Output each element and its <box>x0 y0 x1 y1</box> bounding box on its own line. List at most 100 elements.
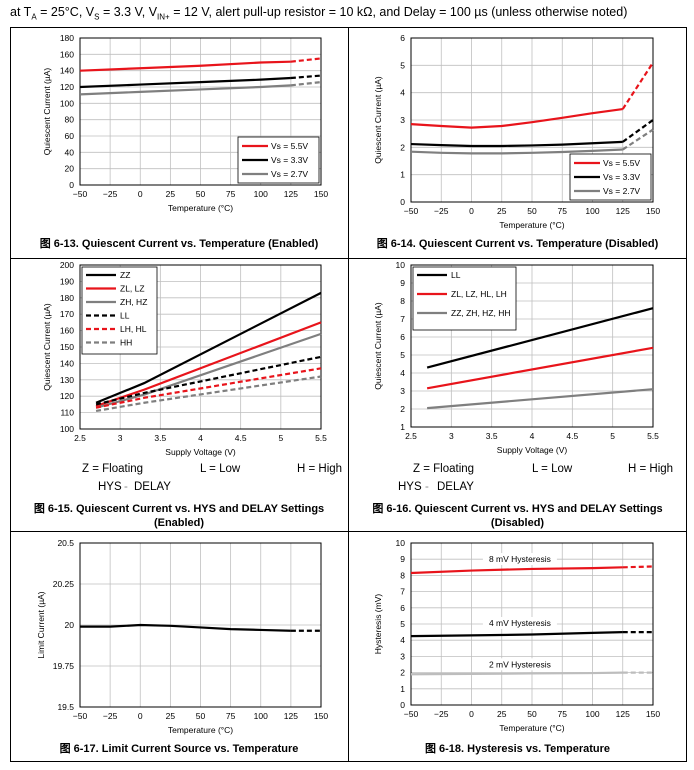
y-tick-label: 10 <box>396 538 406 548</box>
caption-6-14: 图 6-14. Quiescent Current vs. Temperatur… <box>376 238 659 250</box>
caption-6-16-line2: (Disabled) <box>490 517 545 529</box>
x-tick-label: −50 <box>404 206 419 216</box>
legend-box <box>81 266 158 355</box>
y-tick-label: 160 <box>60 49 74 59</box>
series-label: 8 mV Hysteresis <box>489 554 551 564</box>
series-label-bg <box>482 617 557 629</box>
legend-label: ZZ <box>120 270 130 280</box>
x-tick-label: 5.5 <box>315 433 327 443</box>
key-hys: HYS <box>398 481 422 493</box>
x-tick-label: −50 <box>73 711 88 721</box>
y-tick-label: 9 <box>400 554 405 564</box>
y-axis-title: Limit Current (µA) <box>36 591 46 658</box>
x-axis-title: Supply Voltage (V) <box>497 445 568 455</box>
x-tick-label: 25 <box>497 206 507 216</box>
x-tick-label: 25 <box>497 709 507 719</box>
y-tick-label: 20 <box>65 620 75 630</box>
x-tick-label: 150 <box>646 709 660 719</box>
grid-divider <box>348 27 349 762</box>
y-axis-title: Hysteresis (mV) <box>373 594 383 655</box>
y-tick-label: 5 <box>400 619 405 629</box>
series-line-extrapolated <box>622 128 654 151</box>
x-tick-label: 100 <box>585 709 599 719</box>
series-label-bg <box>482 658 557 671</box>
series-line-extrapolated <box>290 81 322 87</box>
y-tick-label: 20.25 <box>53 579 75 589</box>
y-tick-label: 2 <box>400 404 405 414</box>
series-line <box>95 375 322 413</box>
x-axis-title: Temperature (°C) <box>499 220 564 230</box>
x-tick-label: 4 <box>198 433 203 443</box>
x-tick-label: 2.5 <box>74 433 86 443</box>
x-tick-label: 5 <box>278 433 283 443</box>
y-tick-label: 120 <box>60 391 74 401</box>
conditions-header: at TA = 25°C, VS = 3.3 V, VIN+ = 12 V, a… <box>10 5 627 22</box>
plot-border <box>410 264 654 428</box>
key-dash: - <box>425 481 429 493</box>
y-tick-label: 9 <box>400 278 405 288</box>
x-tick-label: 75 <box>226 189 236 199</box>
y-tick-label: 100 <box>60 98 74 108</box>
header-text: at T <box>10 5 32 19</box>
x-tick-label: 5.5 <box>647 431 659 441</box>
header-sub: S <box>94 12 100 22</box>
key-h: H = High <box>628 463 674 475</box>
caption-6-15-line1: 图 6-15. Quiescent Current vs. HYS and DE… <box>33 503 325 515</box>
legend-label: LL <box>120 311 130 321</box>
x-tick-label: −25 <box>434 709 449 719</box>
y-axis-title: Quiescent Current (µA) <box>42 303 52 391</box>
y-tick-label: 6 <box>400 33 405 43</box>
plot-border <box>79 264 322 430</box>
series-line <box>95 291 322 404</box>
y-tick-label: 1 <box>400 422 405 432</box>
x-tick-label: 125 <box>284 189 298 199</box>
header-sub: A <box>31 12 37 22</box>
caption-6-15: 图 6-15. Quiescent Current vs. HYS and DE… <box>10 502 348 530</box>
x-tick-label: 0 <box>469 206 474 216</box>
y-tick-label: 5 <box>400 350 405 360</box>
y-tick-label: 3 <box>400 651 405 661</box>
y-tick-label: 4 <box>400 88 405 98</box>
x-tick-label: 5 <box>610 431 615 441</box>
y-tick-label: 8 <box>400 570 405 580</box>
x-tick-label: 0 <box>469 709 474 719</box>
header-sub: IN+ <box>157 12 170 22</box>
legend-label: ZZ, ZH, HZ, HH <box>451 308 511 318</box>
y-tick-label: 180 <box>60 293 74 303</box>
legend-label: Vs = 2.7V <box>271 169 308 179</box>
caption-6-16: 图 6-16. Quiescent Current vs. HYS and DE… <box>348 502 687 530</box>
y-tick-label: 160 <box>60 326 74 336</box>
y-tick-label: 180 <box>60 33 74 43</box>
y-tick-label: 7 <box>400 314 405 324</box>
y-tick-label: 3 <box>400 386 405 396</box>
x-tick-label: 25 <box>166 189 176 199</box>
series-line <box>426 307 654 369</box>
x-tick-label: 125 <box>616 206 630 216</box>
series-line <box>95 367 322 409</box>
x-tick-label: −25 <box>103 189 118 199</box>
x-tick-label: 100 <box>254 711 268 721</box>
header-text: = 12 V, alert pull-up resistor = 10 kΩ, … <box>169 5 628 19</box>
x-tick-label: 4.5 <box>235 433 247 443</box>
y-axis-title: Quiescent Current (µA) <box>373 302 383 390</box>
series-line <box>410 140 623 148</box>
x-tick-label: 75 <box>226 711 236 721</box>
series-line <box>80 623 291 632</box>
plot-border <box>79 37 322 186</box>
key-delay: DELAY <box>437 481 474 493</box>
series-line <box>410 566 623 575</box>
legend-label: Vs = 3.3V <box>271 155 308 165</box>
y-tick-label: 19.5 <box>57 702 74 712</box>
x-tick-label: 100 <box>254 189 268 199</box>
x-tick-label: 4 <box>530 431 535 441</box>
x-tick-label: 150 <box>314 711 328 721</box>
x-tick-label: 3.5 <box>486 431 498 441</box>
x-tick-label: 50 <box>196 189 206 199</box>
key-z: Z = Floating <box>82 463 144 475</box>
x-tick-label: 150 <box>646 206 660 216</box>
